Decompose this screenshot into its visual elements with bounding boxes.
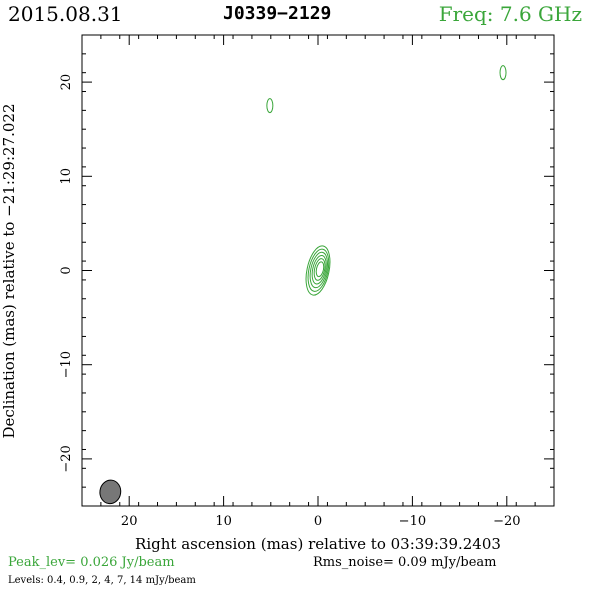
y-tick-label: −10 xyxy=(59,351,74,378)
contour-line xyxy=(499,65,507,81)
contour-line xyxy=(309,251,328,289)
contour-line xyxy=(313,258,326,281)
contours xyxy=(266,65,507,296)
x-tick-label: −10 xyxy=(399,514,426,529)
epoch-date: 2015.08.31 xyxy=(8,2,123,26)
contour-line xyxy=(266,98,274,114)
x-tick-label: 20 xyxy=(121,514,138,529)
source-name: J0339−2129 xyxy=(223,3,332,24)
x-tick-label: 10 xyxy=(215,514,232,529)
beam xyxy=(99,479,122,505)
contour-line xyxy=(305,245,331,296)
plot-frame xyxy=(81,34,555,507)
contour-line xyxy=(315,261,325,278)
contour-levels: Levels: 0.4, 0.9, 2, 4, 7, 14 mJy/beam xyxy=(8,575,196,586)
contour-line xyxy=(311,254,327,285)
y-axis-label: Declination (mas) relative to −21:29:27.… xyxy=(0,103,18,438)
x-tick-label: −20 xyxy=(493,514,520,529)
y-tick-label: 20 xyxy=(59,74,74,91)
axis-ticks: 20 10 0 −10 −20 20 10 0 −10 −20 xyxy=(59,34,555,529)
beam-ellipse xyxy=(99,479,122,505)
y-tick-label: 0 xyxy=(59,266,74,274)
contour-line xyxy=(307,248,330,292)
x-tick-label: 0 xyxy=(314,514,322,529)
frequency-label: Freq: 7.6 GHz xyxy=(438,2,582,26)
rms-noise: Rms_noise= 0.09 mJy/beam xyxy=(313,555,497,570)
x-axis-label: Right ascension (mas) relative to 03:39:… xyxy=(135,535,501,553)
y-tick-label: 10 xyxy=(59,168,74,185)
y-tick-label: −20 xyxy=(59,445,74,472)
peak-level: Peak_lev= 0.026 Jy/beam xyxy=(8,555,175,570)
